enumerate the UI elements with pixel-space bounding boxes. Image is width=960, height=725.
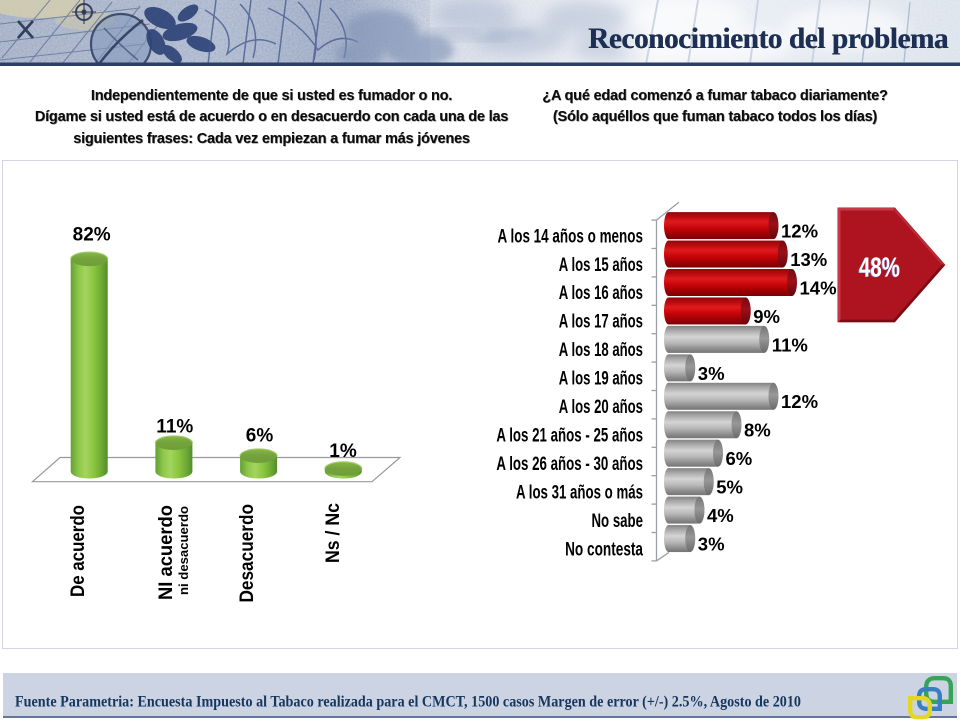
svg-text:A los 31 años o más: A los 31 años o más xyxy=(516,482,643,503)
svg-text:48%: 48% xyxy=(859,252,900,283)
svg-text:12%: 12% xyxy=(781,391,818,412)
svg-text:De acuerdo: De acuerdo xyxy=(68,505,89,597)
svg-text:4%: 4% xyxy=(707,505,734,526)
svg-text:6%: 6% xyxy=(726,448,753,469)
svg-text:13%: 13% xyxy=(790,249,827,270)
svg-text:A los 21 años - 25 años: A los 21 años - 25 años xyxy=(496,426,643,447)
svg-text:A los 20 años: A los 20 años xyxy=(559,397,643,418)
svg-text:A los 26 años - 30 años: A los 26 años - 30 años xyxy=(496,454,643,475)
svg-text:11%: 11% xyxy=(156,416,193,437)
svg-text:A los 15 años: A los 15 años xyxy=(559,255,643,276)
svg-text:A los 17 años: A los 17 años xyxy=(559,312,643,333)
svg-text:12%: 12% xyxy=(781,221,818,242)
svg-text:Desacuerdo: Desacuerdo xyxy=(237,504,258,603)
svg-text:Fuente Parametria: Encuesta Im: Fuente Parametria: Encuesta Impuesto al … xyxy=(15,694,801,711)
svg-text:A los 19 años: A los 19 años xyxy=(559,369,643,390)
svg-text:82%: 82% xyxy=(73,225,111,246)
svg-text:5%: 5% xyxy=(716,477,743,498)
svg-text:48%: 48% xyxy=(858,252,899,283)
svg-text:14%: 14% xyxy=(800,277,837,298)
svg-text:ni desacuerdo: ni desacuerdo xyxy=(176,506,191,595)
svg-text:11%: 11% xyxy=(772,334,808,355)
svg-text:NI acuerdo: NI acuerdo xyxy=(156,505,177,600)
svg-text:A los 16 años: A los 16 años xyxy=(559,283,643,304)
svg-text:3%: 3% xyxy=(698,534,725,555)
svg-text:1%: 1% xyxy=(329,441,357,462)
svg-text:A los 18 años: A los 18 años xyxy=(559,340,643,361)
svg-text:A los 14 años o menos: A los 14 años o menos xyxy=(498,226,644,247)
svg-text:8%: 8% xyxy=(744,420,771,441)
svg-text:No contesta: No contesta xyxy=(565,539,643,560)
svg-text:9%: 9% xyxy=(753,306,780,327)
svg-text:6%: 6% xyxy=(246,426,274,447)
svg-text:3%: 3% xyxy=(698,363,725,384)
svg-text:Ns / Nc: Ns / Nc xyxy=(323,503,344,563)
svg-text:No sabe: No sabe xyxy=(592,511,644,532)
